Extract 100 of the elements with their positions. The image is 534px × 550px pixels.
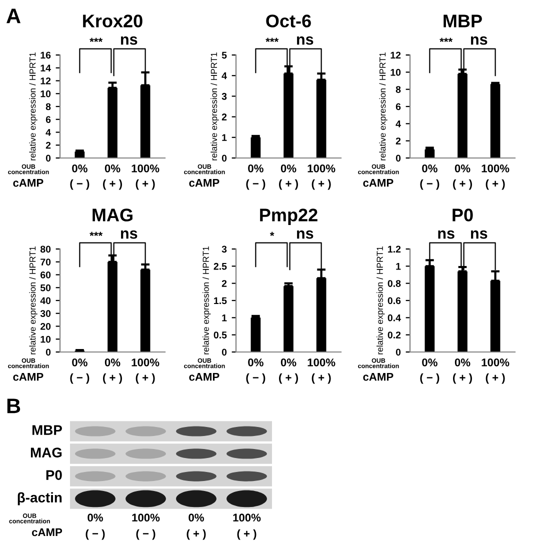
category-label: 100% ( + ) bbox=[233, 514, 261, 540]
chart-title: Krox20 bbox=[83, 14, 142, 28]
text: A bbox=[6, 8, 20, 24]
x-tick-label: 0% ( − ) bbox=[70, 164, 90, 190]
chart-title: P0 bbox=[452, 208, 473, 222]
y-tick-label: 0.2 bbox=[388, 332, 401, 338]
y-tick-label: 0 bbox=[46, 348, 51, 356]
x-tick-label: 0% ( − ) bbox=[420, 358, 440, 384]
x-tick-label: 0% ( − ) bbox=[246, 164, 266, 190]
text: cAMP bbox=[189, 373, 220, 381]
y-tick-label: 2 bbox=[222, 280, 227, 287]
category-label: P0 bbox=[46, 470, 62, 480]
text: cAMP bbox=[13, 179, 44, 187]
y-tick-label: 6 bbox=[396, 103, 401, 110]
y-tick-label: 0 bbox=[46, 154, 51, 162]
y-tick-label: 60 bbox=[40, 271, 51, 278]
x-tick-label: 0% ( + ) bbox=[279, 164, 298, 190]
y-tick-label: 0 bbox=[396, 154, 401, 162]
text: ns bbox=[471, 230, 488, 239]
text: cAMP bbox=[13, 373, 44, 381]
text: ns bbox=[297, 36, 314, 45]
y-tick-label: 0 bbox=[222, 348, 227, 356]
y-tick-label: 1.2 bbox=[388, 246, 401, 253]
text: ns bbox=[121, 36, 138, 45]
text: cAMP bbox=[363, 373, 394, 381]
y-tick-label: 14 bbox=[40, 64, 51, 72]
x-tick-label: 0% ( − ) bbox=[420, 164, 440, 190]
y-tick-label: 12 bbox=[40, 77, 51, 84]
y-tick-label: 8 bbox=[46, 103, 51, 110]
x-tick-label: 100% ( + ) bbox=[308, 164, 336, 190]
y-tick-label: 4 bbox=[396, 120, 401, 128]
text: cAMP bbox=[32, 528, 62, 536]
x-tick-label: 100% ( + ) bbox=[482, 358, 510, 384]
x-tick-label: 0% ( + ) bbox=[103, 164, 122, 190]
y-axis-title: relative expression / HPRT1 bbox=[379, 52, 388, 160]
text: cAMP bbox=[363, 179, 394, 187]
x-tick-label: 100% ( + ) bbox=[132, 358, 160, 384]
text: cAMP bbox=[189, 179, 220, 187]
y-tick-label: 16 bbox=[40, 52, 51, 59]
text: ns bbox=[471, 36, 488, 45]
y-axis-title: relative expression / HPRT1 bbox=[202, 246, 211, 354]
category-label: MBP bbox=[32, 425, 62, 435]
y-axis-title: relative expression / HPRT1 bbox=[29, 52, 38, 160]
x-tick-label: 0% ( + ) bbox=[453, 164, 472, 190]
y-tick-label: 40 bbox=[40, 297, 51, 304]
y-tick-label: 1 bbox=[222, 314, 227, 322]
y-tick-label: 50 bbox=[40, 284, 51, 292]
y-tick-label: 1 bbox=[396, 263, 401, 270]
text: B bbox=[7, 398, 20, 414]
category-label: 100% ( − ) bbox=[132, 514, 160, 540]
y-tick-label: 1.5 bbox=[214, 297, 227, 304]
x-tick-label: 100% ( + ) bbox=[132, 164, 160, 190]
y-tick-label: 0 bbox=[396, 348, 401, 356]
y-tick-label: 6 bbox=[46, 116, 51, 123]
y-tick-label: 70 bbox=[40, 258, 51, 266]
category-label: β-actin bbox=[18, 492, 62, 506]
y-axis-title: relative expression / HPRT1 bbox=[376, 246, 385, 354]
y-tick-label: 0 bbox=[222, 154, 227, 162]
text: ns bbox=[121, 230, 138, 239]
x-tick-label: 100% ( + ) bbox=[308, 358, 336, 384]
y-tick-label: 1 bbox=[222, 134, 227, 141]
chart-title: Pmp22 bbox=[260, 208, 318, 225]
y-tick-label: 4 bbox=[46, 129, 51, 136]
chart-title: Oct-6 bbox=[266, 14, 311, 28]
category-label: MAG bbox=[30, 448, 62, 458]
category-label: 0% ( − ) bbox=[86, 514, 105, 540]
x-tick-label: 0% ( + ) bbox=[453, 358, 472, 384]
y-tick-label: 3 bbox=[222, 92, 227, 100]
y-tick-label: 30 bbox=[40, 310, 51, 318]
chart-title: MBP bbox=[444, 14, 482, 28]
y-tick-label: 10 bbox=[40, 336, 51, 343]
category-label: 0% ( + ) bbox=[186, 514, 206, 540]
y-tick-label: 2 bbox=[46, 142, 51, 149]
text: * bbox=[270, 232, 274, 236]
y-tick-label: 2 bbox=[222, 114, 227, 120]
x-tick-label: 0% ( + ) bbox=[103, 358, 122, 384]
text: ns bbox=[438, 230, 454, 239]
x-tick-label: 0% ( − ) bbox=[246, 358, 266, 384]
y-axis-title: relative expression / HPRT1 bbox=[210, 52, 219, 160]
x-tick-label: 0% ( + ) bbox=[279, 358, 298, 384]
y-axis-title: relative expression / HPRT1 bbox=[29, 246, 38, 354]
y-tick-label: 10 bbox=[390, 68, 401, 76]
y-tick-label: 12 bbox=[390, 52, 401, 59]
text: *** bbox=[90, 232, 103, 236]
y-tick-label: 4 bbox=[222, 72, 227, 80]
y-tick-label: 0.6 bbox=[388, 297, 401, 304]
y-tick-label: 2.5 bbox=[214, 262, 227, 270]
x-tick-label: 0% ( − ) bbox=[70, 358, 90, 384]
y-tick-label: 0.4 bbox=[388, 314, 401, 322]
text: *** bbox=[440, 38, 453, 42]
y-tick-label: 3 bbox=[222, 246, 227, 253]
text: *** bbox=[266, 38, 279, 42]
y-tick-label: 8 bbox=[396, 86, 401, 93]
x-tick-label: 100% ( + ) bbox=[482, 164, 510, 190]
y-tick-label: 10 bbox=[40, 90, 51, 98]
text: ns bbox=[297, 230, 314, 239]
y-tick-label: 5 bbox=[222, 52, 227, 59]
y-tick-label: 2 bbox=[396, 138, 401, 144]
y-tick-label: 0.5 bbox=[214, 332, 227, 338]
y-tick-label: 0.8 bbox=[388, 280, 401, 287]
